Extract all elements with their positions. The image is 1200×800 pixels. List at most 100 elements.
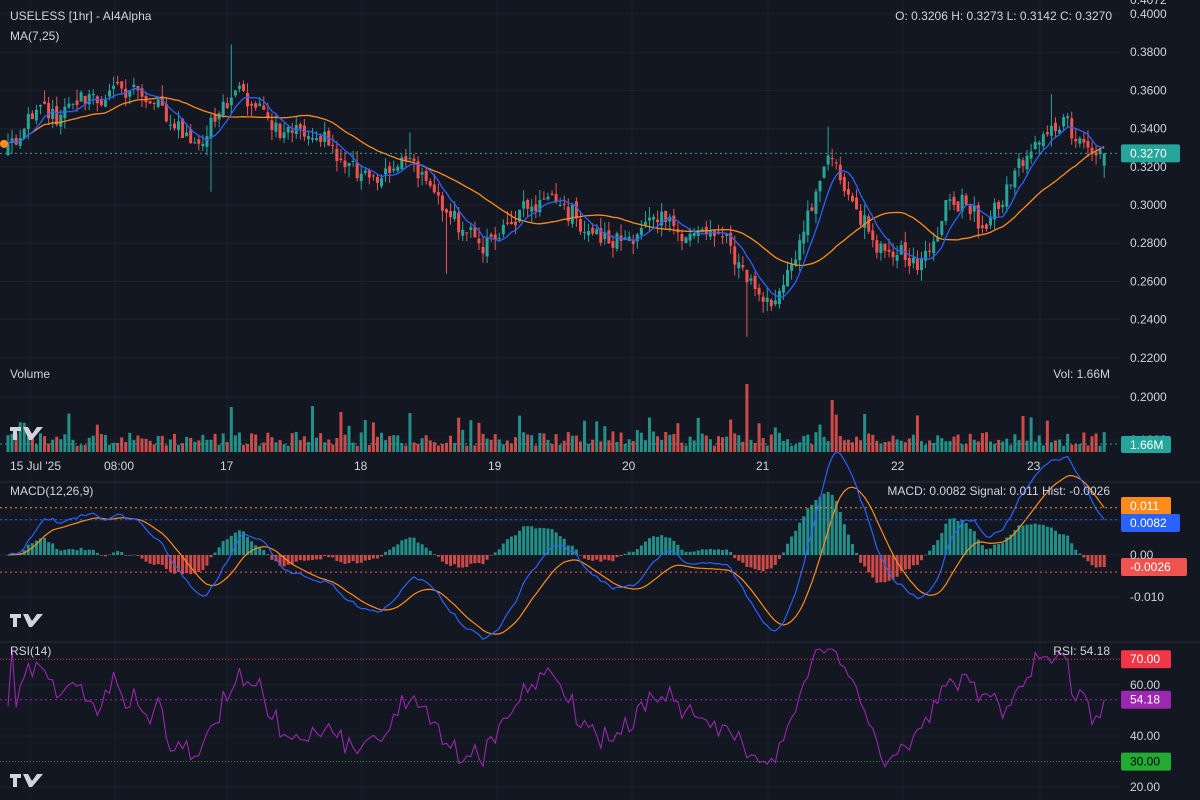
- volume-bar: [611, 431, 615, 452]
- candle-body: [968, 205, 972, 215]
- volume-bar: [461, 429, 465, 452]
- volume-bar: [270, 437, 274, 452]
- candle-body: [534, 204, 538, 212]
- volume-bar: [570, 435, 574, 452]
- macd-hist-bar: [578, 555, 582, 556]
- candle-body: [424, 170, 428, 181]
- volume-bar: [907, 438, 911, 452]
- macd-hist-bar: [688, 551, 692, 555]
- macd-hist-bar: [891, 555, 895, 580]
- candle-body: [915, 258, 919, 270]
- volume-bar: [477, 422, 481, 452]
- macd-hist-bar: [850, 544, 854, 555]
- macd-hist-bar: [741, 555, 745, 563]
- volume-bar: [566, 432, 570, 452]
- macd-hist-bar: [120, 551, 124, 555]
- candle-body: [233, 90, 237, 96]
- macd-hist-bar: [534, 528, 538, 555]
- volume-bar: [95, 424, 99, 452]
- candle-body: [217, 113, 221, 120]
- macd-hist-bar: [181, 555, 185, 575]
- macd-hist-bar: [185, 555, 189, 574]
- candle-body: [842, 176, 846, 192]
- candle-body: [278, 123, 282, 138]
- macd-hist-bar: [351, 555, 355, 562]
- volume-bar: [51, 439, 55, 452]
- volume-bar: [144, 438, 148, 452]
- candle-body: [1021, 160, 1025, 166]
- candle-body: [185, 132, 189, 137]
- candle-body: [607, 230, 611, 244]
- candle-body: [270, 120, 274, 130]
- volume-bar: [1005, 438, 1009, 452]
- candle-body: [250, 103, 254, 106]
- macd-hist-bar: [1098, 555, 1102, 568]
- candle-body: [786, 269, 790, 287]
- macd-hist-bar: [818, 496, 822, 555]
- volume-bar: [700, 433, 704, 452]
- macd-hist-bar: [298, 555, 302, 561]
- macd-hist-bar: [331, 555, 335, 558]
- macd-hist-bar: [359, 555, 363, 563]
- volume-bar: [1086, 445, 1090, 452]
- volume-bar: [997, 439, 1001, 452]
- volume-bar: [189, 437, 193, 452]
- volume-bar: [899, 440, 903, 452]
- macd-hist-bar: [444, 555, 448, 565]
- macd-hist-bar: [936, 540, 940, 555]
- candle-body: [879, 243, 883, 253]
- volume-bar: [944, 441, 948, 452]
- volume-bar: [43, 436, 47, 452]
- macd-hist-bar: [526, 526, 530, 555]
- volume-bar: [152, 444, 156, 452]
- candle-body: [262, 105, 266, 110]
- candle-body: [306, 136, 310, 140]
- candle-body: [518, 209, 522, 222]
- volume-bar: [128, 432, 132, 452]
- volume-bar: [201, 434, 205, 452]
- macd-hist-bar: [814, 500, 818, 555]
- volume-bar: [156, 435, 160, 452]
- volume-bar: [1049, 442, 1053, 452]
- candle-body: [392, 168, 396, 171]
- macd-hist-bar: [964, 523, 968, 555]
- candle-body: [241, 84, 245, 91]
- rsi-levels: [0, 658, 1120, 763]
- volume-bar: [63, 434, 67, 452]
- macd-hist-bar: [156, 555, 160, 565]
- macd-hist-bar: [290, 555, 294, 565]
- macd-hist-bar: [59, 550, 63, 555]
- macd-hist-bar: [786, 543, 790, 555]
- volume-bar: [140, 438, 144, 452]
- volume-bar: [708, 439, 712, 452]
- candle-body: [509, 221, 513, 225]
- candle-body: [834, 162, 838, 164]
- volume-bar: [241, 444, 245, 452]
- volume-bar: [367, 445, 371, 452]
- volume-bar: [432, 442, 436, 452]
- macd-hist-bar: [116, 551, 120, 555]
- candle-body: [26, 114, 30, 130]
- volume-bar: [806, 434, 810, 452]
- macd-hist-bar: [63, 549, 67, 555]
- volume-bar: [1025, 440, 1029, 452]
- volume-bar: [124, 441, 128, 452]
- macd-hist-bar: [128, 555, 132, 556]
- volume-bar: [522, 432, 526, 452]
- macd-hist-bar: [944, 523, 948, 555]
- volume-bar: [1033, 441, 1037, 452]
- macd-hist-bar: [108, 554, 111, 556]
- volume-bar: [286, 445, 290, 452]
- candle-body: [408, 157, 412, 159]
- candle-body: [371, 175, 375, 177]
- macd-hist-bar: [842, 524, 846, 555]
- candle-body: [388, 166, 392, 174]
- macd-hist-bar: [229, 535, 233, 555]
- macd-hist-bar: [652, 536, 656, 555]
- macd-hist-bar: [103, 555, 107, 557]
- candle-body: [980, 225, 984, 228]
- macd-hist-bar: [282, 555, 286, 567]
- candle-body: [656, 219, 660, 223]
- volume-bar: [205, 439, 209, 452]
